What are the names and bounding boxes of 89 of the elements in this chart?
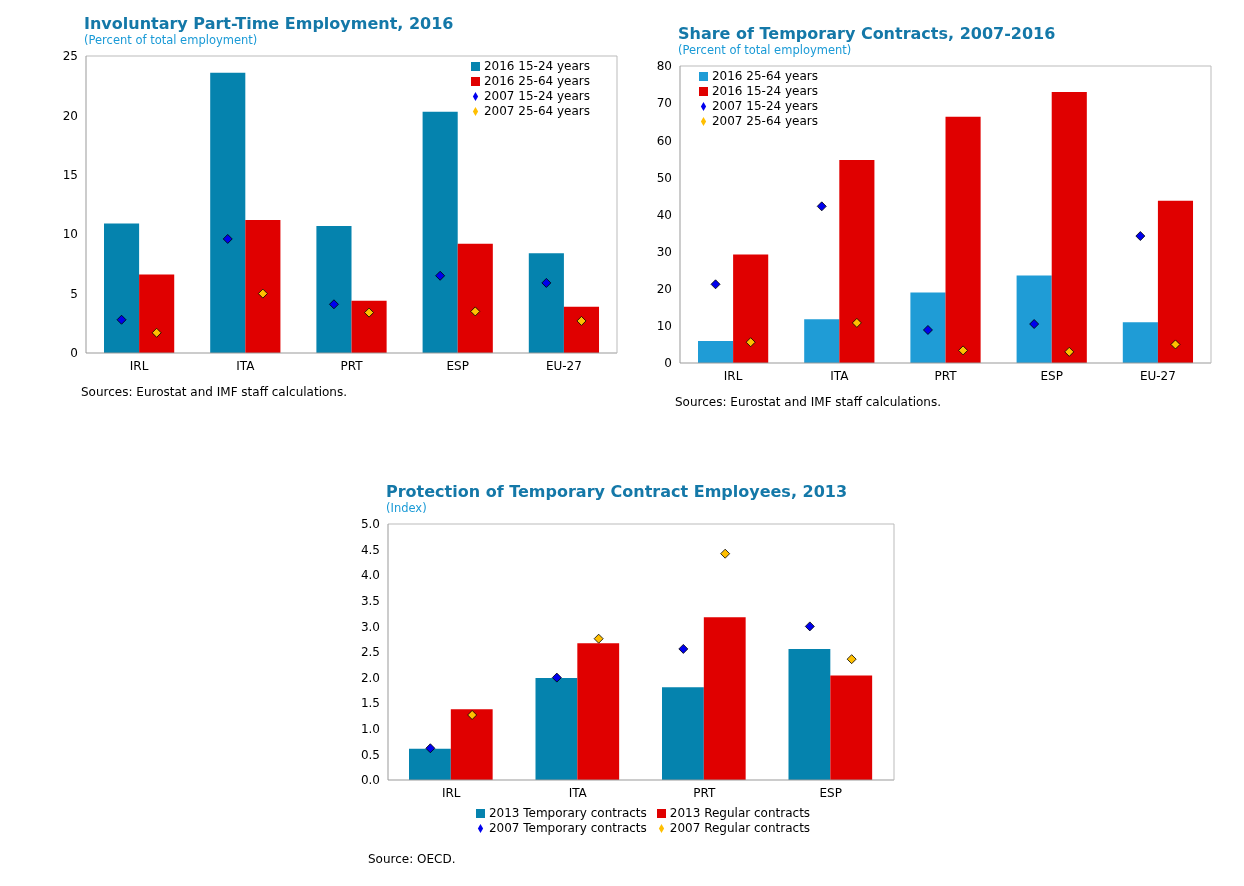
bar	[910, 292, 946, 363]
bar	[104, 223, 140, 353]
y-tick-label: 3.5	[360, 594, 380, 609]
bar	[351, 300, 387, 353]
bar	[139, 274, 175, 353]
bar	[945, 116, 981, 363]
y-tick-label: 10	[656, 319, 672, 334]
x-tick-label: ITA	[568, 785, 588, 800]
x-tick-label: IRL	[441, 785, 461, 800]
y-tick-label: 40	[656, 207, 672, 222]
x-tick-label: ESP	[1040, 368, 1063, 383]
legend-label: 2007 15-24 years	[483, 89, 591, 103]
y-tick-label: 1.5	[360, 696, 380, 711]
legend-label: 2007 Regular contracts	[669, 821, 811, 835]
x-tick-label: EU-27	[545, 358, 582, 373]
bar	[563, 306, 600, 353]
y-tick-label: 10	[62, 227, 78, 242]
y-tick-label: 20	[62, 108, 78, 123]
legend-label: 2016 25-64 years	[483, 74, 591, 88]
y-tick-label: 4.0	[360, 568, 380, 583]
y-tick-label: 0	[70, 346, 78, 361]
bar	[830, 675, 873, 780]
x-tick-label: PRT	[693, 785, 716, 800]
chart-title: Protection of Temporary Contract Employees, 2013	[386, 482, 849, 501]
y-tick-label: 2.5	[360, 645, 380, 660]
chart-subtitle: (Percent of total employment)	[678, 43, 853, 57]
source-note: Sources: Eurostat and IMF staff calculations.	[675, 395, 942, 409]
chart-title: Share of Temporary Contracts, 2007-2016	[678, 24, 1057, 43]
bar	[210, 72, 246, 353]
y-tick-label: 70	[656, 96, 672, 111]
legend-label: 2016 15-24 years	[483, 59, 591, 73]
bar	[804, 319, 840, 363]
legend-label: 2016 25-64 years	[711, 69, 819, 83]
bar	[450, 709, 493, 780]
x-tick-label: EU-27	[1139, 368, 1176, 383]
bar	[788, 648, 831, 780]
y-tick-label: 2.0	[360, 670, 380, 685]
y-tick-label: 0.5	[360, 747, 380, 762]
chart-subtitle: (Index)	[386, 501, 428, 515]
y-tick-label: 5	[70, 286, 78, 301]
bar	[409, 748, 451, 780]
legend-label: 2013 Regular contracts	[669, 806, 811, 820]
bar	[316, 225, 352, 353]
bar	[698, 341, 734, 363]
legend-label: 2013 Temporary contracts	[488, 806, 647, 820]
legend-label: 2007 25-64 years	[483, 104, 591, 118]
x-tick-label: ITA	[830, 368, 850, 383]
chart-title: Involuntary Part-Time Employment, 2016	[84, 14, 455, 33]
x-tick-label: ITA	[236, 358, 256, 373]
y-tick-label: 25	[62, 49, 78, 64]
bar	[1122, 322, 1158, 363]
x-tick-label: IRL	[723, 368, 743, 383]
y-tick-label: 30	[656, 244, 672, 259]
bar	[839, 159, 875, 363]
y-tick-label: 60	[656, 133, 672, 148]
bar	[703, 617, 746, 780]
x-tick-label: PRT	[340, 358, 364, 373]
y-tick-label: 0.0	[360, 773, 380, 788]
source-note: Sources: Eurostat and IMF staff calculations.	[81, 385, 348, 399]
y-tick-label: 15	[62, 168, 78, 183]
bar	[662, 687, 704, 780]
x-tick-label: ESP	[819, 785, 842, 800]
x-tick-label: PRT	[934, 368, 958, 383]
chart-subtitle: (Percent of total employment)	[84, 33, 259, 47]
bar	[535, 678, 578, 780]
bar	[528, 253, 564, 353]
y-tick-label: 5.0	[360, 517, 380, 532]
bar	[422, 111, 458, 353]
legend-label: 2007 Temporary contracts	[488, 821, 647, 835]
legend-label: 2007 25-64 years	[711, 114, 819, 128]
y-tick-label: 3.0	[360, 619, 380, 634]
bar	[457, 243, 493, 353]
x-tick-label: ESP	[446, 358, 469, 373]
y-tick-label: 80	[656, 59, 672, 74]
y-tick-label: 20	[656, 282, 672, 297]
bar	[245, 219, 281, 353]
x-tick-label: IRL	[129, 358, 149, 373]
legend-label: 2007 15-24 years	[711, 99, 819, 113]
bar	[1016, 275, 1052, 363]
y-tick-label: 0	[664, 356, 672, 371]
bar	[1051, 91, 1087, 363]
y-tick-label: 1.0	[360, 722, 380, 737]
source-note: Source: OECD.	[368, 852, 457, 866]
legend-label: 2016 15-24 years	[711, 84, 819, 98]
bar	[1157, 200, 1194, 363]
y-tick-label: 4.5	[360, 542, 380, 557]
bar	[577, 643, 620, 780]
y-tick-label: 50	[656, 170, 672, 185]
bar	[733, 254, 769, 363]
